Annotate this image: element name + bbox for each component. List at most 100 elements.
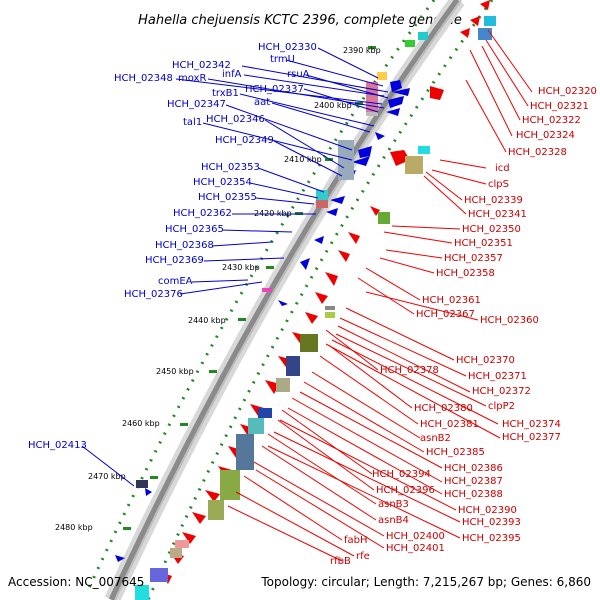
feature-block bbox=[366, 112, 378, 116]
tick-label: 2390 kbp bbox=[343, 46, 381, 55]
tick-2430 bbox=[266, 266, 274, 269]
genome-backbone bbox=[104, 0, 465, 600]
tick-2480 bbox=[123, 527, 131, 530]
gene-label: moxR bbox=[178, 73, 206, 84]
tick-2440 bbox=[238, 318, 246, 321]
feature-block bbox=[136, 480, 148, 488]
gene-label: infA bbox=[222, 69, 242, 80]
gene-label: HCH_02376 bbox=[124, 289, 183, 300]
gene-label: HCH_02395 bbox=[462, 533, 521, 544]
gene-label: HCH_02322 bbox=[522, 115, 581, 126]
gene-label: HCH_02362 bbox=[173, 208, 232, 219]
gene-label: clpS bbox=[488, 179, 509, 190]
gene-label: HCH_02355 bbox=[198, 192, 257, 203]
gene-label: asnB2 bbox=[420, 433, 451, 444]
gene-arrow bbox=[390, 80, 402, 92]
map-title: Hahella chejuensis KCTC 2396, complete g… bbox=[138, 13, 462, 28]
tick-label: 2460 kbp bbox=[122, 419, 160, 428]
gene-arrow bbox=[182, 532, 196, 544]
gene-label: tal1 bbox=[183, 117, 202, 128]
gene-label: HCH_02348 bbox=[114, 73, 173, 84]
gene-label: HCH_02371 bbox=[468, 371, 527, 382]
feature-block bbox=[150, 568, 168, 582]
gene-label: HCH_02337 bbox=[245, 84, 304, 95]
gene-label: asnB3 bbox=[378, 499, 409, 510]
feature-block bbox=[208, 500, 224, 520]
gene-label: HCH_02388 bbox=[444, 489, 503, 500]
gene-arrow bbox=[192, 512, 206, 524]
gene-label: rfe bbox=[356, 551, 370, 562]
gene-label: HCH_02367 bbox=[416, 309, 475, 320]
gene-label: fabH bbox=[344, 535, 368, 546]
gene-arrow bbox=[386, 108, 400, 116]
feature-block bbox=[405, 156, 423, 174]
gene-arrow bbox=[145, 488, 152, 496]
gene-arrow bbox=[388, 96, 404, 108]
feature-block bbox=[378, 212, 390, 224]
feature-blocks bbox=[135, 16, 496, 600]
feature-block bbox=[258, 408, 272, 418]
gene-arrow bbox=[205, 490, 220, 502]
tick-2390 bbox=[368, 46, 376, 49]
feature-block bbox=[170, 548, 182, 558]
feature-block bbox=[377, 72, 387, 80]
gene-label: aat bbox=[254, 97, 270, 108]
gene-label: HCH_02361 bbox=[422, 295, 481, 306]
feature-block bbox=[418, 32, 428, 40]
gene-label: HCH_02372 bbox=[472, 386, 531, 397]
tick-2460 bbox=[180, 423, 188, 426]
gene-arrow bbox=[330, 196, 345, 204]
forward-leader-lines bbox=[81, 47, 389, 487]
tick-label: 2470 kbp bbox=[88, 472, 126, 481]
feature-block bbox=[175, 540, 189, 548]
gene-label: HCH_02393 bbox=[462, 517, 521, 528]
feature-block bbox=[316, 190, 328, 200]
gene-label: HCH_02357 bbox=[444, 253, 503, 264]
feature-block bbox=[478, 28, 492, 40]
feature-block bbox=[325, 306, 335, 310]
feature-block bbox=[276, 378, 290, 392]
gene-label: HCH_02339 bbox=[464, 195, 523, 206]
gene-label: HCH_02374 bbox=[502, 419, 561, 430]
gene-label: HCH_02370 bbox=[456, 355, 515, 366]
gene-arrow bbox=[325, 272, 338, 286]
gene-label: HCH_02358 bbox=[436, 268, 495, 279]
gene-label: HCH_02381 bbox=[420, 419, 479, 430]
feature-block bbox=[135, 585, 149, 600]
gene-arrow bbox=[430, 86, 444, 100]
reverse-gene-labels: HCH_02320 HCH_02321 HCH_02322 HCH_02324 … bbox=[330, 86, 597, 567]
gene-arrow bbox=[348, 232, 360, 244]
tick-label: 2430 kbp bbox=[222, 263, 260, 272]
gene-label: HCH_02350 bbox=[462, 224, 521, 235]
tick-label: 2450 kbp bbox=[156, 367, 194, 376]
feature-block bbox=[366, 82, 378, 112]
gene-arrow bbox=[278, 300, 288, 306]
gene-label: HCH_02360 bbox=[480, 315, 539, 326]
gene-label: icd bbox=[495, 163, 510, 174]
gene-label: HCH_02401 bbox=[386, 543, 445, 554]
gene-label: HCH_02342 bbox=[172, 60, 231, 71]
feature-block bbox=[262, 288, 272, 292]
gene-arrow bbox=[315, 292, 328, 304]
tick-2450 bbox=[209, 370, 217, 373]
gene-label: comEA bbox=[158, 276, 193, 287]
gene-arrow bbox=[250, 404, 264, 416]
gene-label: HCH_02330 bbox=[258, 42, 317, 53]
gene-label: rsuA bbox=[287, 69, 310, 80]
gene-label: HCH_02368 bbox=[155, 240, 214, 251]
gene-label: HCH_02385 bbox=[426, 447, 485, 458]
gene-label: HCH_02386 bbox=[444, 463, 503, 474]
reverse-leader-lines bbox=[227, 29, 533, 562]
gene-label: HCH_02365 bbox=[165, 224, 224, 235]
gene-label: rfbB bbox=[330, 556, 351, 567]
gene-label: HCH_02369 bbox=[145, 255, 204, 266]
tick-label: 2400 kbp bbox=[314, 101, 352, 110]
gene-label: HCH_02400 bbox=[386, 531, 445, 542]
topology-text: Topology: circular; Length: 7,215,267 bp… bbox=[260, 575, 591, 589]
accession-text: Accession: NC_007645 bbox=[8, 575, 144, 589]
feature-block bbox=[484, 16, 496, 26]
gene-label: clpP2 bbox=[488, 401, 515, 412]
gene-arrow bbox=[370, 206, 380, 216]
tick-label: 2410 kbp bbox=[284, 155, 322, 164]
